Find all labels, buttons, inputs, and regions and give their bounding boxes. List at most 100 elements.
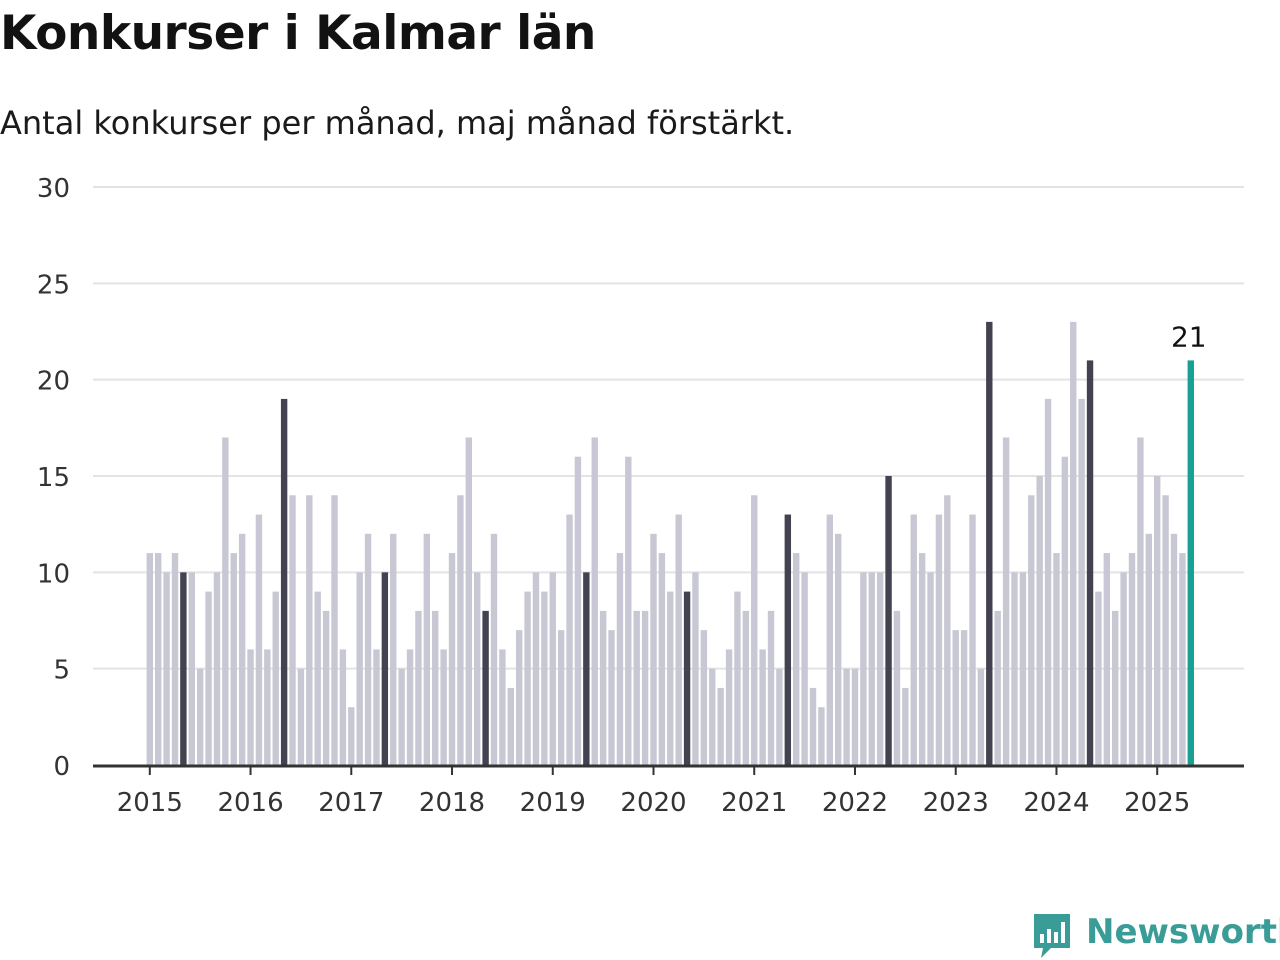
bar (364, 533, 372, 765)
bar (927, 572, 934, 765)
x-tick-label: 2017 (318, 788, 384, 818)
bar-may (683, 591, 691, 765)
bar (717, 687, 724, 765)
brand-name: Newsworthy (1086, 912, 1280, 952)
chart-title: Konkurser i Kalmar län (0, 6, 596, 61)
bar (1137, 437, 1144, 765)
bar (423, 533, 431, 765)
bar (616, 553, 624, 765)
bar (918, 553, 926, 765)
y-tick-label: 25 (37, 270, 70, 300)
bar-may (885, 476, 892, 765)
bar (851, 668, 859, 765)
bar (826, 514, 833, 765)
bar (440, 649, 447, 765)
bar (1154, 476, 1161, 765)
bar (1120, 572, 1127, 765)
bar (1179, 553, 1186, 765)
bar (465, 437, 473, 765)
bar (306, 495, 313, 765)
bar (474, 572, 481, 765)
y-tick-label: 0 (53, 752, 70, 782)
bar (1103, 553, 1111, 765)
bars (146, 321, 1194, 765)
bar-may (986, 321, 993, 765)
bar (230, 553, 237, 765)
bar (910, 514, 917, 765)
bar (860, 572, 867, 765)
bar (692, 572, 699, 765)
chart-subtitle: Antal konkurser per månad, maj månad för… (0, 104, 795, 142)
bar (146, 553, 153, 765)
bar (977, 668, 985, 765)
bar (1011, 572, 1018, 765)
bar (759, 649, 766, 765)
y-axis-ticks: 0 5 10 15 20 25 30 (37, 174, 70, 782)
bar (213, 572, 221, 765)
y-tick-label: 10 (37, 559, 70, 589)
bar (499, 649, 506, 765)
bar (608, 630, 615, 765)
bar (415, 610, 422, 765)
bar (247, 649, 254, 765)
bar (843, 668, 850, 765)
bar (725, 649, 733, 765)
bar (1053, 553, 1060, 765)
bar (272, 591, 279, 765)
bar (1095, 591, 1102, 765)
bar (599, 610, 607, 765)
bar (876, 572, 884, 765)
bar (658, 553, 666, 765)
bar (398, 668, 405, 765)
bar (675, 514, 682, 765)
bar (448, 553, 456, 765)
bar (969, 514, 976, 765)
bar (1002, 437, 1010, 765)
bar (322, 610, 330, 765)
bar (255, 514, 263, 765)
bar (348, 707, 355, 765)
bar (196, 668, 204, 765)
bar (767, 610, 775, 765)
bar (331, 495, 338, 765)
bar (650, 533, 657, 765)
bar (171, 553, 179, 765)
bar (574, 456, 582, 765)
bar-may (381, 572, 389, 765)
bar (667, 591, 674, 765)
bar-may (180, 572, 187, 765)
bar (1070, 321, 1077, 765)
bar (524, 591, 531, 765)
bar (591, 437, 598, 765)
y-tick-label: 20 (37, 367, 70, 397)
bar (557, 630, 565, 765)
bar (314, 591, 321, 765)
bar (1128, 553, 1136, 765)
bar (935, 514, 943, 765)
bar (457, 495, 464, 765)
x-tick-label: 2018 (419, 788, 485, 818)
bar (793, 553, 800, 765)
brand: Newsworthy (1031, 910, 1280, 958)
bar (163, 572, 170, 765)
x-tick-label: 2016 (217, 788, 283, 818)
bar (1044, 398, 1052, 765)
bar (1036, 476, 1043, 765)
bar (1112, 610, 1119, 765)
bar (960, 630, 968, 765)
bar (238, 533, 246, 765)
data-label-latest: 21 (1171, 320, 1207, 353)
x-tick-label: 2024 (1023, 788, 1089, 818)
bar-may (482, 610, 489, 765)
bar (751, 495, 758, 765)
bar (566, 514, 573, 765)
x-tick-label: 2025 (1124, 788, 1190, 818)
x-tick-label: 2015 (117, 788, 183, 818)
bar (994, 610, 1001, 765)
bar (1028, 495, 1035, 765)
bar (289, 495, 296, 765)
bar (625, 456, 632, 765)
bar (801, 572, 808, 765)
newsworthy-chart-icon (1034, 914, 1070, 958)
bar (1170, 533, 1178, 765)
